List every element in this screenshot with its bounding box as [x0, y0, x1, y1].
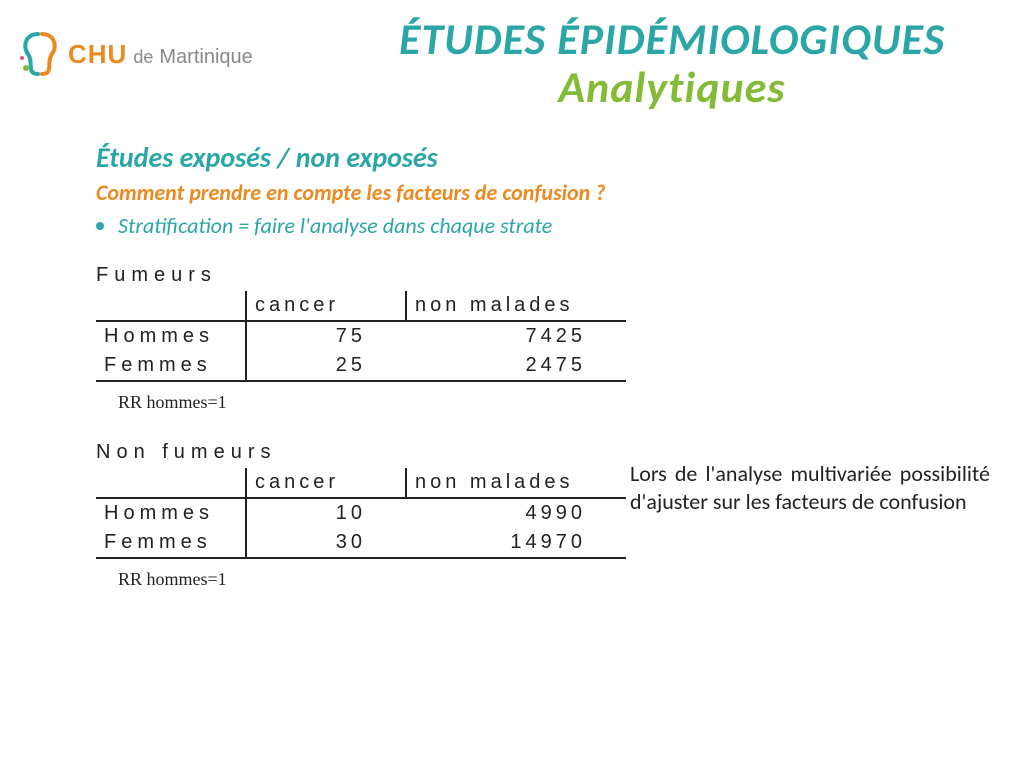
- table-row: Hommes 10 4990: [96, 498, 626, 528]
- rr-note: RR hommes=1: [118, 392, 626, 413]
- cell-value: 25: [246, 351, 406, 381]
- logo-brand-place: Martinique: [159, 46, 252, 69]
- cell-value: 7425: [406, 321, 626, 351]
- section-block: Études exposés / non exposés Comment pre…: [96, 140, 984, 239]
- col-header: non malades: [406, 468, 626, 498]
- logo-knot-icon: [18, 28, 62, 80]
- subheading: Études exposés / non exposés: [96, 140, 984, 175]
- table-non-fumeurs: Non fumeurs cancer non malades Hommes 10…: [96, 441, 626, 590]
- title-line-2: Analytiques: [340, 60, 1004, 114]
- row-label: Hommes: [96, 498, 246, 528]
- table-row: Hommes 75 7425: [96, 321, 626, 351]
- cell-value: 30: [246, 528, 406, 558]
- table-corner: [96, 291, 246, 321]
- table-row: Femmes 30 14970: [96, 528, 626, 558]
- row-label: Hommes: [96, 321, 246, 351]
- table-fumeurs: Fumeurs cancer non malades Hommes 75 742…: [96, 264, 626, 413]
- row-label: Femmes: [96, 528, 246, 558]
- logo-brand-de: de: [133, 47, 153, 68]
- col-header: cancer: [246, 468, 406, 498]
- tables-area: Fumeurs cancer non malades Hommes 75 742…: [96, 264, 626, 618]
- cell-value: 14970: [406, 528, 626, 558]
- table-title: Non fumeurs: [96, 441, 626, 464]
- side-note: Lors de l'analyse multivariée possibilit…: [630, 460, 990, 515]
- table-row: Femmes 25 2475: [96, 351, 626, 381]
- question-text: Comment prendre en compte les facteurs d…: [96, 179, 984, 206]
- row-label: Femmes: [96, 351, 246, 381]
- cell-value: 2475: [406, 351, 626, 381]
- col-header: non malades: [406, 291, 626, 321]
- logo: CHU de Martinique: [18, 28, 253, 80]
- cell-value: 4990: [406, 498, 626, 528]
- rr-note: RR hommes=1: [118, 569, 626, 590]
- logo-brand-main: CHU: [68, 39, 127, 70]
- cell-value: 10: [246, 498, 406, 528]
- logo-text: CHU de Martinique: [68, 39, 253, 70]
- table-title: Fumeurs: [96, 264, 626, 287]
- cell-value: 75: [246, 321, 406, 351]
- data-table: cancer non malades Hommes 75 7425 Femmes…: [96, 291, 626, 382]
- col-header: cancer: [246, 291, 406, 321]
- bullet-item: Stratification = faire l'analyse dans ch…: [96, 212, 984, 239]
- title-line-1: ÉTUDES ÉPIDÉMIOLOGIQUES: [340, 12, 1004, 66]
- bullet-text: Stratification = faire l'analyse dans ch…: [118, 212, 552, 239]
- data-table: cancer non malades Hommes 10 4990 Femmes…: [96, 468, 626, 559]
- table-corner: [96, 468, 246, 498]
- slide-title: ÉTUDES ÉPIDÉMIOLOGIQUES Analytiques: [340, 12, 1004, 114]
- bullet-dot-icon: [96, 222, 104, 230]
